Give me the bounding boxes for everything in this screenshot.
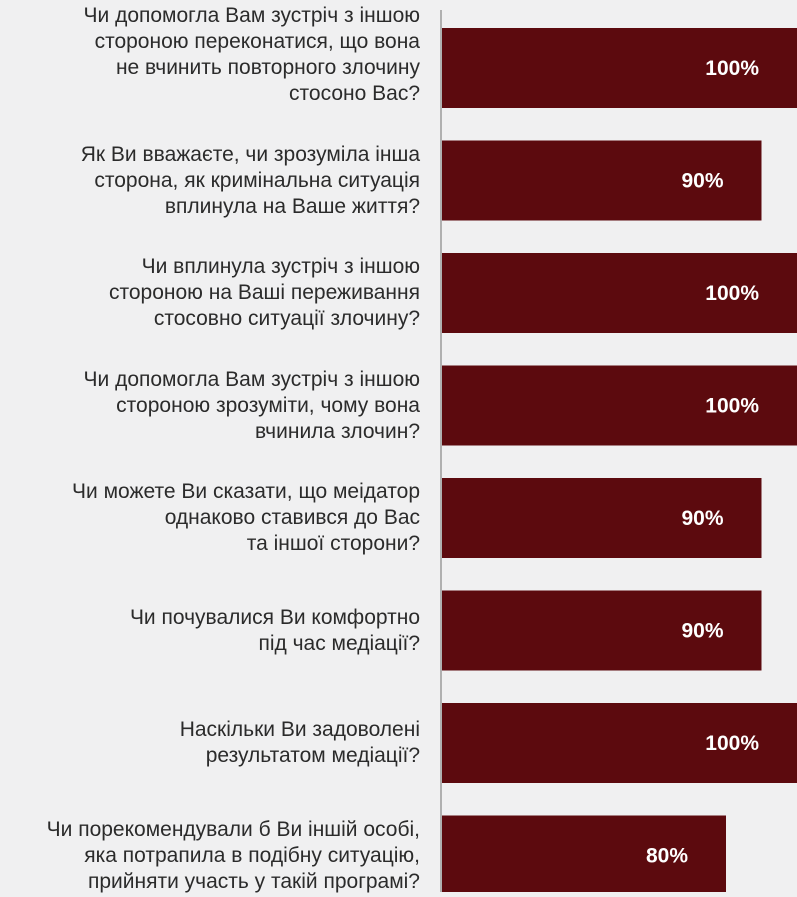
bar-value-label: 100%	[705, 732, 759, 755]
category-label: Чи можете Ви сказати, що меідатор однако…	[72, 480, 420, 555]
bar	[442, 590, 762, 671]
category-label: Чи почувалися Ви комфортно під час медіа…	[129, 605, 420, 655]
bar	[442, 703, 797, 783]
category-label: Чи допомогла Вам зустріч з іншою стороно…	[83, 4, 420, 105]
category-label: Чи вплинула зустріч з іншою стороною на …	[108, 255, 420, 330]
bar-value-label: 100%	[705, 395, 759, 418]
bar	[442, 365, 797, 446]
bar-value-label: 100%	[705, 282, 759, 305]
bar-value-label: 100%	[705, 57, 759, 80]
bar-value-label: 80%	[646, 845, 688, 868]
bar	[442, 253, 797, 333]
category-label: Чи порекомендували б Ви іншій особі, яка…	[46, 817, 420, 893]
bar-value-label: 90%	[681, 620, 723, 643]
bar-value-label: 90%	[681, 507, 723, 530]
bar	[442, 140, 762, 221]
bar	[442, 815, 726, 896]
category-label: Чи допомогла Вам зустріч з іншою стороно…	[83, 367, 420, 443]
bar	[442, 28, 797, 108]
bar	[442, 478, 762, 558]
category-label: Як Ви вважаєте, чи зрозуміла інша сторон…	[80, 142, 420, 218]
bar-value-label: 90%	[681, 170, 723, 193]
category-label: Наскільки Ви задоволені результатом меді…	[179, 718, 420, 767]
